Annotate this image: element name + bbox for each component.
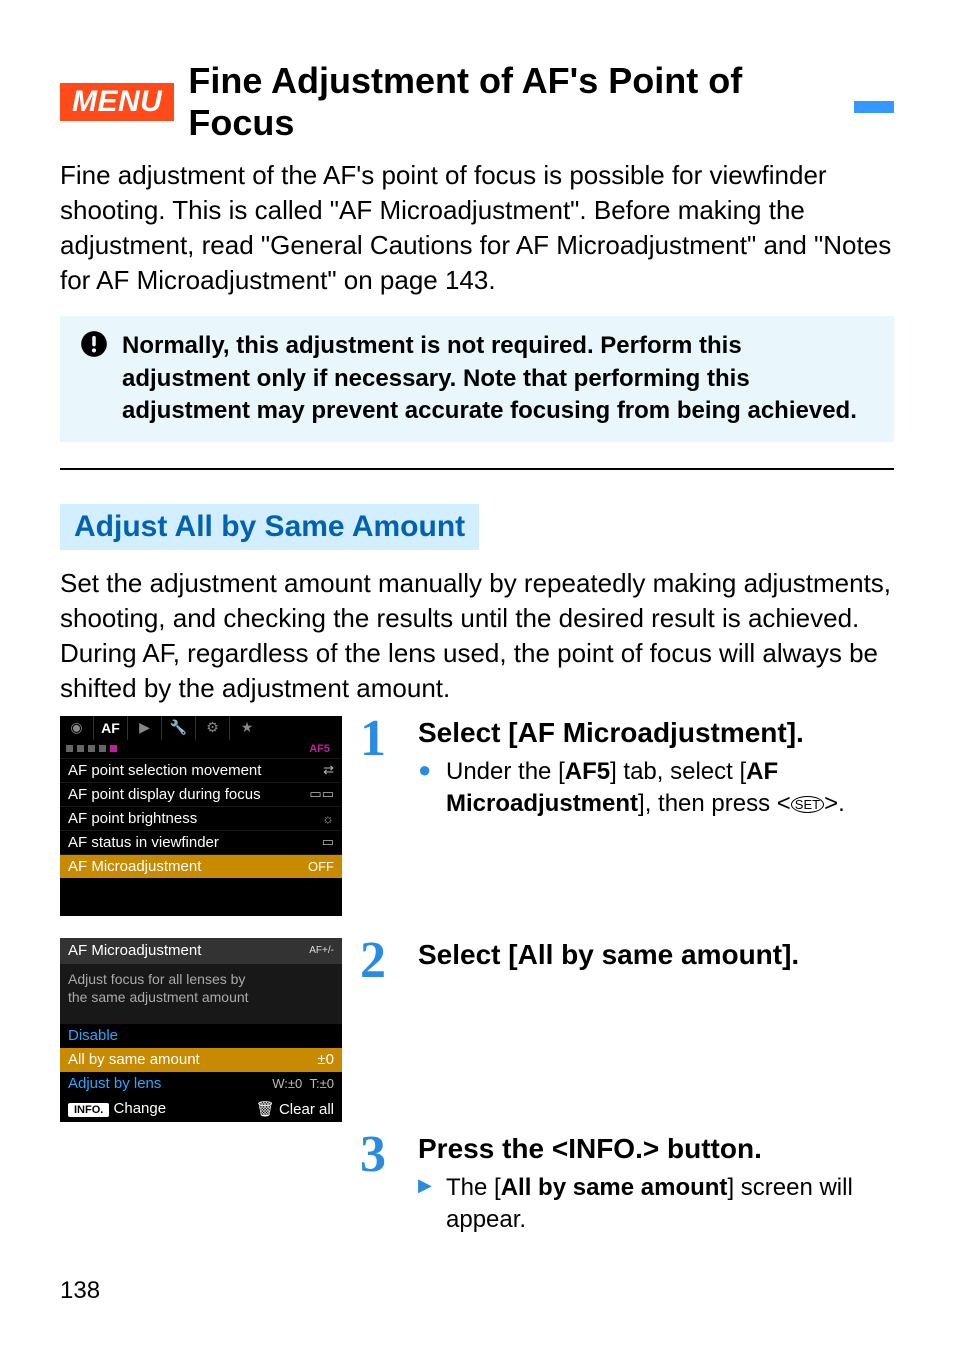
menu-badge: MENU: [60, 83, 174, 121]
warning-icon: [80, 330, 108, 358]
cam2-description: Adjust focus for all lenses by the same …: [60, 964, 342, 1024]
menu-row: AF status in viewfinder ▭: [60, 830, 342, 854]
tab-camera-icon: ◉: [60, 716, 94, 740]
menu-row: AF point brightness ☼: [60, 806, 342, 830]
set-icon: SET: [791, 796, 824, 813]
menu-row-icon: ⇄: [323, 762, 334, 778]
tab-wrench-icon: 🔧: [162, 716, 196, 740]
step-3-heading: Press the <INFO.> button.: [418, 1132, 894, 1166]
menu-row: AF point display during focus ▭▭: [60, 782, 342, 806]
info-badge-icon: INFO.: [68, 1103, 109, 1117]
menu-empty-area: [60, 878, 342, 916]
menu-row-icon: ☼: [322, 811, 334, 826]
t: Clear all: [279, 1101, 334, 1118]
camera-screenshot-1: ◉ AF ▶ 🔧 ⚙ ★ AF5 AF point selection move…: [60, 716, 342, 916]
cam2-head-icon: AF+/-: [309, 945, 334, 956]
cam2-opt-all: All by same amount ±0: [60, 1048, 342, 1072]
caution-box: Normally, this adjustment is not require…: [60, 316, 894, 441]
caution-text: Normally, this adjustment is not require…: [122, 330, 872, 427]
t: ±0: [317, 1051, 334, 1068]
dot: [66, 745, 73, 752]
menu-row-label: AF point display during focus: [68, 786, 261, 803]
menu-row-label: AF point brightness: [68, 810, 197, 827]
page-title: Fine Adjustment of AF's Point of Focus: [188, 60, 832, 144]
tab-page-label: AF5: [309, 743, 336, 755]
cam2-title: AF Microadjustment: [68, 942, 201, 959]
t: Change: [114, 1100, 167, 1117]
cam2-opt-lens: Adjust by lens W:±0 T:±0: [60, 1072, 342, 1096]
tab-af-icon: AF: [94, 716, 128, 740]
cam2-footer: INFO. Change 🗑 Clear all: [60, 1096, 342, 1122]
t: All by same amount: [68, 1051, 200, 1068]
t: W:±0: [272, 1076, 302, 1091]
dot: [99, 745, 106, 752]
menu-row-icon: ▭▭: [309, 786, 334, 802]
menu-row-label: AF Microadjustment: [68, 858, 201, 875]
page-title-row: MENU Fine Adjustment of AF's Point of Fo…: [60, 60, 894, 144]
t: the same adjustment amount: [68, 988, 334, 1006]
step-3-bullet-text: The [All by same amount] screen will app…: [446, 1172, 894, 1237]
menu-row: AF point selection movement ⇄: [60, 758, 342, 782]
step-3: 3 Press the <INFO.> button. ▶ The [All b…: [60, 1132, 894, 1236]
step-3-bullet: ▶ The [All by same amount] screen will a…: [418, 1172, 894, 1237]
t: All by same amount: [501, 1174, 728, 1201]
menu-row-selected: AF Microadjustment OFF: [60, 854, 342, 878]
step-2-heading: Select [All by same amount].: [418, 938, 894, 972]
info-label: INFO.: [568, 1133, 643, 1164]
t: ] tab, select [: [610, 758, 746, 785]
tab-star-icon: ★: [230, 716, 264, 740]
intro-paragraph: Fine adjustment of the AF's point of foc…: [60, 158, 894, 298]
menu-row-icon: ▭: [322, 834, 334, 850]
step-1: ◉ AF ▶ 🔧 ⚙ ★ AF5 AF point selection move…: [60, 716, 894, 916]
trash-icon: 🗑: [256, 1101, 275, 1118]
tab-custom-icon: ⚙: [196, 716, 230, 740]
step-1-bullet-text: Under the [AF5] tab, select [AF Microadj…: [446, 756, 894, 821]
t: ], then press <: [638, 790, 791, 817]
subheading: Adjust All by Same Amount: [60, 504, 479, 550]
dot-active: [110, 745, 117, 752]
step-1-heading: Select [AF Microadjustment].: [418, 716, 894, 750]
t: >.: [824, 790, 845, 817]
t: Adjust by lens: [68, 1075, 161, 1092]
title-accent-bar: [854, 101, 894, 113]
step-number-1: 1: [360, 716, 400, 763]
step-number-2: 2: [360, 938, 400, 1122]
t: T:±0: [310, 1076, 334, 1091]
section-divider: [60, 468, 894, 470]
t: > button.: [643, 1133, 762, 1164]
camera-screenshot-2: AF Microadjustment AF+/- Adjust focus fo…: [60, 938, 342, 1122]
dot: [88, 745, 95, 752]
t: Adjust focus for all lenses by: [68, 970, 334, 988]
page-number: 138: [60, 1277, 100, 1305]
t: Disable: [68, 1027, 118, 1044]
step-1-bullet: ● Under the [AF5] tab, select [AF Microa…: [418, 756, 894, 821]
t: Under the [: [446, 758, 565, 785]
step-number-3: 3: [360, 1132, 400, 1236]
subintro-paragraph: Set the adjustment amount manually by re…: [60, 566, 894, 706]
t: Press the <: [418, 1133, 568, 1164]
bullet-icon: ▶: [418, 1172, 436, 1237]
t: The [: [446, 1174, 501, 1201]
cam2-opt-disable: Disable: [60, 1024, 342, 1048]
t: AF5: [565, 758, 610, 785]
tab-play-icon: ▶: [128, 716, 162, 740]
step-2: AF Microadjustment AF+/- Adjust focus fo…: [60, 938, 894, 1122]
menu-row-label: AF point selection movement: [68, 762, 261, 779]
subheading-row: Adjust All by Same Amount: [60, 504, 894, 550]
dot: [77, 745, 84, 752]
menu-row-label: AF status in viewfinder: [68, 834, 219, 851]
bullet-icon: ●: [418, 756, 436, 821]
menu-row-icon: OFF: [308, 859, 334, 874]
